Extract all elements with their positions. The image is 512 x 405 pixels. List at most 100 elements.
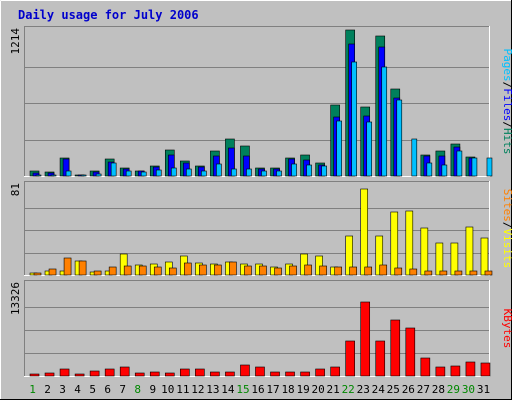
bar-sites-day-6 (108, 266, 117, 276)
bar-kbytes-day-21 (330, 366, 340, 377)
x-axis-labels: 1 2 3 4 5 6 7 8 9 10 11 12 13 14 15 16 17 18 19 20 21 22 23 24 2… (29, 383, 490, 396)
x-tick-label-20: 20 (312, 383, 325, 396)
legend-entry: Pages (501, 49, 512, 82)
bar-pages-day-18 (291, 163, 297, 177)
chart-panels: 1214Pages/Files/Hits81Sites/Visits13326K… (9, 26, 512, 377)
legend-visits: Sites/Visits (501, 189, 512, 269)
x-tick-label-11: 11 (176, 383, 189, 396)
bar-kbytes-day-20 (315, 368, 325, 377)
bar-sites-day-20 (319, 265, 327, 276)
bar-pages-day-8 (140, 171, 147, 177)
bar-pages-day-12 (201, 170, 207, 177)
x-tick-label-28: 28 (432, 383, 445, 396)
panel-visits: 81 Sites/Visits (9, 181, 512, 276)
x-tick-label-24: 24 (372, 383, 386, 396)
bar-sites-day-12 (199, 264, 207, 276)
series-visits (29, 188, 489, 276)
bar-kbytes-day-24 (375, 340, 386, 377)
panel-kbytes: 13326 KBytes (9, 280, 512, 377)
bar-visits-day-31 (480, 237, 489, 276)
x-tick-label-6: 6 (104, 383, 111, 396)
bar-sites-day-25 (394, 267, 403, 276)
x-tick-label-5: 5 (89, 383, 96, 396)
chart-title: Daily usage for July 2006 (18, 8, 199, 22)
bar-visits-day-24 (375, 235, 384, 276)
bar-kbytes-day-28 (435, 366, 446, 377)
legend-entry: Visits (501, 229, 512, 269)
bar-pages-day-9 (155, 169, 162, 177)
bar-visits-day-28 (435, 242, 444, 276)
x-tick-label-13: 13 (206, 383, 219, 396)
bar-sites-day-5 (93, 270, 102, 276)
legend-entry: Files (501, 88, 512, 121)
bar-pages-day-4 (80, 174, 87, 177)
bar-pages-day-2 (50, 174, 57, 177)
bar-kbytes-day-10 (164, 372, 175, 377)
x-tick-label-17: 17 (266, 383, 279, 396)
bar-sites-day-13 (214, 264, 222, 276)
bar-sites-day-21 (334, 266, 342, 276)
x-tick-label-22: 22 (342, 383, 355, 396)
legend-entry: KBytes (501, 309, 512, 349)
legend-entry: / (501, 121, 512, 128)
x-tick-label-16: 16 (251, 383, 264, 396)
x-tick-label-15: 15 (236, 383, 249, 396)
bar-visits-day-27 (420, 227, 429, 276)
legend-entry: / (501, 82, 512, 89)
bar-kbytes-day-15 (240, 364, 250, 377)
bar-sites-day-19 (304, 264, 312, 276)
bar-pages-day-28 (441, 164, 448, 177)
bar-visits-day-19 (300, 253, 308, 276)
bar-kbytes-day-27 (420, 357, 431, 377)
series-pages (35, 61, 493, 177)
bar-kbytes-day-6 (104, 368, 115, 377)
series-kbytes (29, 301, 491, 377)
bar-visits-day-25 (390, 211, 399, 276)
bar-kbytes-day-26 (405, 327, 416, 377)
bar-kbytes-day-17 (270, 371, 280, 377)
bar-kbytes-day-29 (450, 365, 461, 377)
bar-visits-day-20 (315, 255, 323, 276)
bar-kbytes-day-9 (149, 371, 160, 377)
bar-pages-day-11 (186, 168, 192, 177)
bar-pages-day-10 (170, 167, 177, 177)
bar-sites-day-29 (454, 270, 463, 276)
bar-kbytes-day-22 (345, 340, 355, 377)
bar-visits-day-26 (405, 210, 414, 276)
bar-sites-day-2 (48, 268, 57, 276)
x-tick-label-27: 27 (417, 383, 430, 396)
bar-sites-day-9 (153, 266, 162, 276)
legend-entry: / (501, 222, 512, 229)
bar-pages-day-31 (486, 157, 493, 177)
bar-sites-day-3 (63, 257, 72, 276)
bar-pages-day-25 (396, 99, 403, 177)
series-sites (33, 257, 493, 276)
x-tick-label-19: 19 (296, 383, 309, 396)
bar-sites-day-15 (244, 265, 252, 276)
x-tick-label-14: 14 (221, 383, 235, 396)
y-max-label-kbytes: 13326 (9, 282, 22, 315)
bar-sites-day-22 (349, 266, 357, 276)
bar-pages-day-24 (381, 66, 388, 177)
bar-visits-day-22 (345, 235, 353, 276)
bar-pages-day-3 (65, 170, 72, 177)
bar-sites-day-10 (168, 267, 177, 276)
x-tick-label-26: 26 (402, 383, 415, 396)
bar-visits-day-30 (465, 226, 474, 276)
bar-visits-day-7 (119, 253, 128, 276)
x-tick-label-1: 1 (29, 383, 36, 396)
bar-pages-day-30 (471, 157, 478, 177)
bar-sites-day-31 (484, 270, 493, 276)
x-tick-label-7: 7 (119, 383, 126, 396)
bar-kbytes-day-2 (44, 372, 55, 377)
bar-sites-day-8 (138, 265, 147, 276)
bar-sites-day-16 (259, 265, 267, 276)
bar-sites-day-26 (409, 268, 418, 276)
bar-kbytes-day-31 (480, 362, 491, 377)
x-tick-label-3: 3 (59, 383, 66, 396)
bar-kbytes-day-7 (119, 366, 130, 377)
x-tick-label-18: 18 (281, 383, 294, 396)
bar-sites-day-17 (274, 267, 282, 276)
